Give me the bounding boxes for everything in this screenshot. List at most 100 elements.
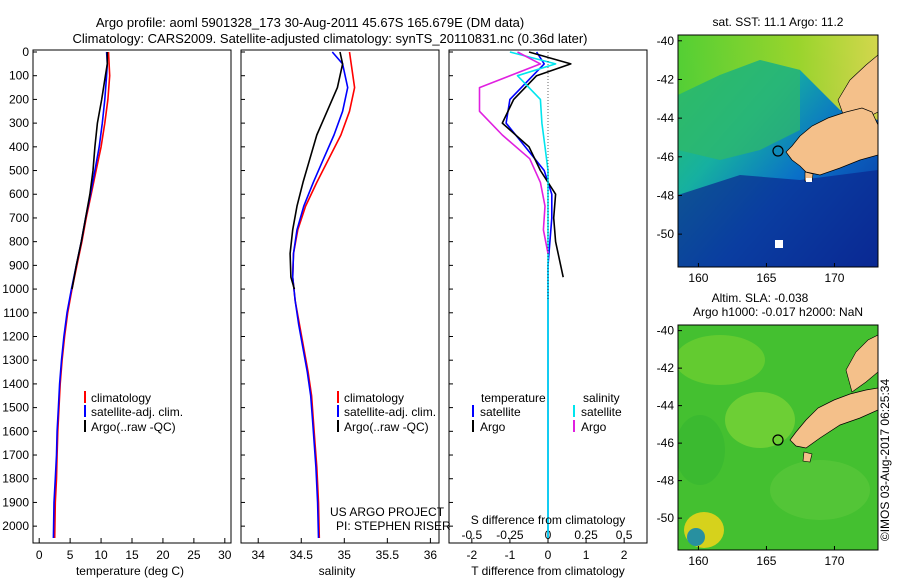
x-tick-label: 20 <box>156 548 170 562</box>
difference-series <box>478 51 572 538</box>
depth-tick-label: 500 <box>9 164 29 178</box>
missing-data-patch <box>806 178 812 182</box>
temperature-series <box>52 51 111 539</box>
depth-tick-label: 600 <box>9 187 29 201</box>
salinity-legend: climatology satellite-adj. clim. Argo(..… <box>337 391 436 434</box>
x-tick-label: 34 <box>252 548 266 562</box>
map-x-tick-label: 160 <box>688 554 708 568</box>
legend-label-climatology: climatology <box>91 391 151 405</box>
salinity-axis-label: salinity <box>319 564 356 578</box>
sla-map-frame <box>677 324 879 551</box>
sla-map <box>678 325 878 550</box>
x-tick-label: 15 <box>125 548 139 562</box>
argo-location-marker <box>772 145 784 157</box>
sla-pattern <box>725 392 795 448</box>
series-line-argo-raw-qc- <box>71 52 109 290</box>
legend-label-argo: Argo(..raw -QC) <box>91 420 176 434</box>
map-x-tick-label: 160 <box>688 271 708 285</box>
sla-pattern <box>678 415 725 485</box>
x-tick-label: 35 <box>338 548 352 562</box>
salinity-x-axis: 34 34.5 35 35.5 36 <box>252 538 438 562</box>
depth-tick-label: 1300 <box>2 353 29 367</box>
sst-mid-band <box>678 60 800 160</box>
legend-label-satellite: satellite-adj. clim. <box>344 405 436 419</box>
map-y-tick-label: -40 <box>657 324 675 338</box>
map-y-tick-label: -48 <box>657 474 675 488</box>
x-tick-label: 35.5 <box>376 548 400 562</box>
difference-legend: temperature salinity satellite Argo sate… <box>472 391 622 434</box>
legend-label-satellite: satellite-adj. clim. <box>91 405 183 419</box>
temperature-legend: climatology satellite-adj. clim. Argo(..… <box>84 391 183 434</box>
map-x-tick-label: 170 <box>824 554 844 568</box>
land-stewart-island <box>802 451 813 463</box>
depth-tick-label: 1200 <box>2 329 29 343</box>
map-y-tick-label: -44 <box>657 399 675 413</box>
map-y-tick-label: -42 <box>657 72 675 86</box>
legend-label-temp-satellite: satellite <box>480 405 521 419</box>
map-x-tick-label: 170 <box>824 271 844 285</box>
map-y-tick-label: -50 <box>657 227 675 241</box>
difference-axis-label: T difference from climatology <box>471 564 625 578</box>
x-tick-label: 1 <box>583 548 590 562</box>
x-tick-label: -1 <box>505 548 516 562</box>
map-y-tick-label: -48 <box>657 188 675 202</box>
x-tick-label: 36 <box>424 548 438 562</box>
x-tick-label: 5 <box>67 548 74 562</box>
depth-tick-label: 1100 <box>3 306 29 320</box>
temperature-x-axis: 0 5 10 15 20 25 30 <box>36 538 232 562</box>
map-y-tick-label: -42 <box>657 361 675 375</box>
sla-pattern <box>770 460 870 520</box>
depth-tick-label: 1800 <box>2 472 29 486</box>
legend-title-temperature: temperature <box>481 391 546 405</box>
depth-tick-label: 400 <box>9 140 29 154</box>
sla-eddy-core <box>687 528 705 546</box>
figure-title-line1: Argo profile: aoml 5901328_173 30-Aug-20… <box>96 15 524 30</box>
depth-tick-label: 100 <box>9 69 29 83</box>
depth-tick-label: 700 <box>9 211 29 225</box>
depth-tick-label: 1000 <box>2 282 29 296</box>
sla-map-title-line1: Altim. SLA: -0.038 <box>712 291 809 305</box>
sla-map-title-line2: Argo h1000: -0.017 h2000: NaN <box>693 305 863 319</box>
difference-x-axis: -2 -1 0 1 2-0.5 -0.25 0 0.25 0.5 <box>462 528 633 562</box>
depth-tick-label: 0 <box>22 45 29 59</box>
sst-map-axes: 160 165 170 -40 -42 -44 -46 -48 -50 <box>657 34 845 285</box>
sla-pattern <box>678 335 765 385</box>
map-y-tick-label: -50 <box>657 511 675 525</box>
depth-tick-label: 900 <box>9 258 29 272</box>
difference-top-axis-label: S difference from climatology <box>471 513 626 527</box>
x-tick-label: 0 <box>36 548 43 562</box>
depth-tick-label: 1400 <box>2 377 29 391</box>
series-line-temperature-argo <box>501 51 572 278</box>
series-line-salinity-satellite <box>509 51 557 538</box>
legend-label-sal-satellite: satellite <box>581 405 622 419</box>
x-tick-label: -2 <box>467 548 478 562</box>
legend-label-sal-argo: Argo <box>581 420 607 434</box>
depth-tick-label: 1700 <box>2 448 29 462</box>
top-tick-label: -0.25 <box>496 528 524 542</box>
series-line-satellite-adj-clim- <box>291 51 349 539</box>
series-line-climatology <box>291 51 356 539</box>
sst-map <box>678 35 878 267</box>
map-y-tick-label: -40 <box>657 34 675 48</box>
land-south-island <box>789 387 878 449</box>
top-tick-label: 0.25 <box>574 528 598 542</box>
top-tick-label: 0.5 <box>616 528 633 542</box>
figure-title-line2: Climatology: CARS2009. Satellite-adjuste… <box>73 31 588 46</box>
map-x-tick-label: 165 <box>756 554 776 568</box>
series-line-argo-raw-qc- <box>289 51 344 290</box>
map-y-tick-label: -46 <box>657 436 675 450</box>
temperature-panel-frame <box>32 49 232 544</box>
land-north <box>845 334 878 393</box>
legend-label-temp-argo: Argo <box>480 420 506 434</box>
series-line-satellite-adj-clim- <box>52 51 109 539</box>
credit-line1: US ARGO PROJECT <box>330 505 445 519</box>
depth-axis: 0 100 200 300 400 500 600 700 800 900 1000 1100 1200… <box>2 45 453 533</box>
x-tick-label: 34.5 <box>290 548 314 562</box>
x-tick-label: 10 <box>94 548 108 562</box>
x-tick-label: 0 <box>545 548 552 562</box>
sst-map-title: sat. SST: 11.1 Argo: 11.2 <box>713 15 844 29</box>
legend-label-argo: Argo(..raw -QC) <box>344 420 429 434</box>
depth-tick-label: 1900 <box>2 495 29 509</box>
depth-tick-label: 1500 <box>2 401 29 415</box>
